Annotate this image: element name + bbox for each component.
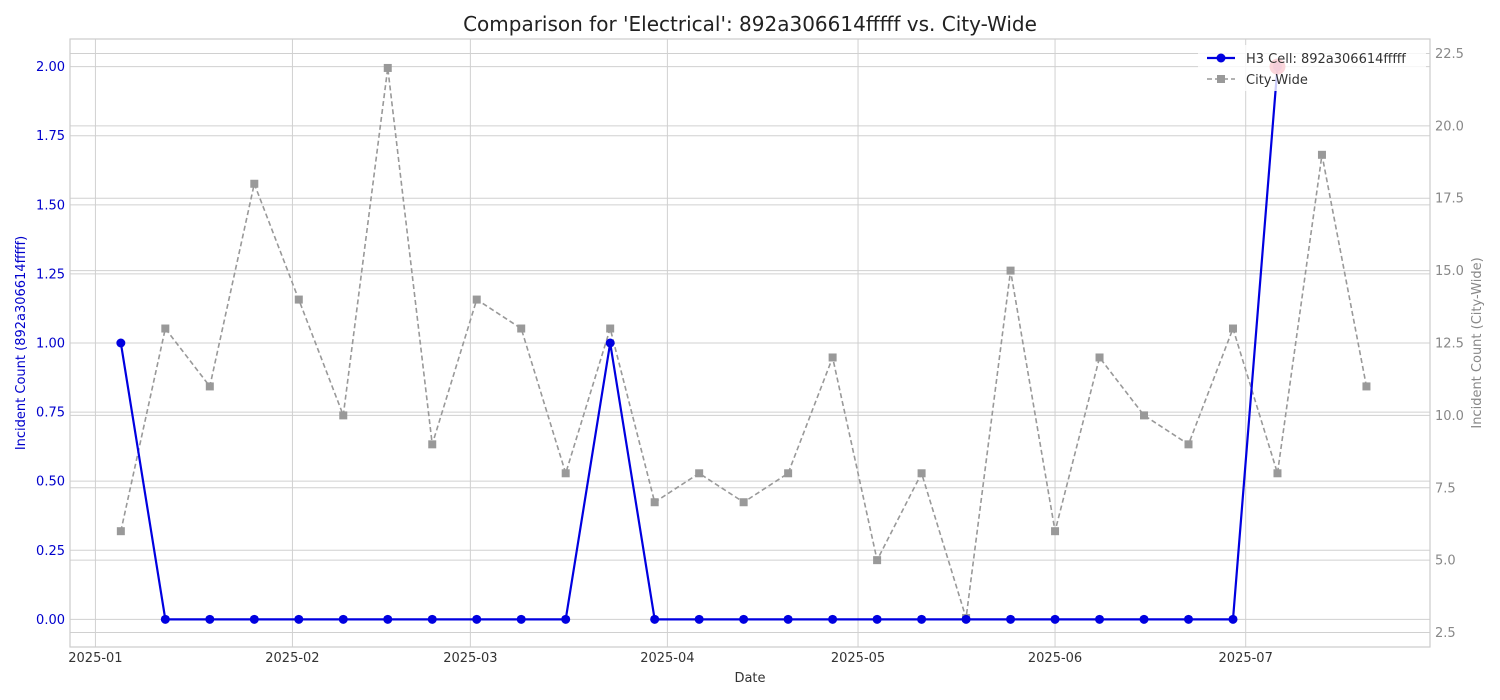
left-y-tick-label: 0.00 [36,613,65,628]
city-wide-point [606,324,615,333]
city-wide-point [1095,353,1104,362]
city-wide-point [739,498,748,507]
city-wide-point [784,469,793,478]
right-y-tick-label: 17.5 [1435,192,1464,207]
city-wide-point [294,295,303,304]
city-wide-point [1006,266,1015,275]
x-tick-label: 2025-01 [68,651,122,666]
left-y-tick-label: 1.25 [36,267,65,282]
h3-cell-point [1184,614,1194,624]
city-wide-point [339,411,348,420]
city-wide-point [472,295,481,304]
city-wide-point [428,440,437,449]
h3-cell-point [828,614,838,624]
h3-cell-point [516,614,526,624]
h3-cell-point [1050,614,1060,624]
city-wide-point [1051,527,1060,536]
right-y-tick-label: 12.5 [1435,337,1464,352]
right-y-tick-label: 15.0 [1435,264,1464,279]
h3-cell-point [338,614,348,624]
x-tick-label: 2025-03 [443,651,497,666]
h3-cell-point [249,614,259,624]
x-tick-label: 2025-02 [265,651,319,666]
left-y-tick-label: 0.50 [36,475,65,490]
chart-title: Comparison for 'Electrical': 892a306614f… [463,12,1037,36]
city-wide-point [1228,324,1237,333]
city-wide-point [1140,411,1149,420]
right-y-tick-label: 7.5 [1435,481,1456,496]
city-wide-point [561,469,570,478]
x-tick-label: 2025-05 [831,651,885,666]
h3-cell-point [205,614,215,624]
left-y-tick-label: 1.00 [36,337,65,352]
h3-cell-point [561,614,571,624]
right-y-tick-label: 22.5 [1435,47,1464,62]
legend-swatch-h3-marker [1216,53,1226,63]
h3-cell-point [783,614,793,624]
h3-cell-point [872,614,882,624]
left-y-tick-label: 0.75 [36,406,65,421]
city-wide-point [1184,440,1193,449]
h3-cell-point [1006,614,1016,624]
city-wide-point [695,469,704,478]
legend-label-city: City-Wide [1246,73,1308,88]
city-wide-point [917,469,926,478]
city-wide-point [383,63,392,72]
right-y-tick-label: 20.0 [1435,119,1464,134]
city-wide-point [116,527,125,536]
city-wide-point [517,324,526,333]
h3-cell-point [961,614,971,624]
x-tick-label: 2025-06 [1028,651,1082,666]
h3-cell-point [1228,614,1238,624]
city-wide-point [828,353,837,362]
x-tick-label: 2025-04 [640,651,694,666]
h3-cell-point [472,614,482,624]
h3-cell-point [1139,614,1149,624]
right-y-tick-label: 5.0 [1435,554,1456,569]
city-wide-point [873,556,882,565]
city-wide-point [161,324,170,333]
legend: H3 Cell: 892a306614fffff City-Wide [1198,45,1426,91]
plot-frame [69,38,1431,648]
h3-cell-point [739,614,749,624]
h3-cell-point [1095,614,1105,624]
city-wide-point [250,179,259,188]
city-wide-point [205,382,214,391]
legend-label-h3: H3 Cell: 892a306614fffff [1246,52,1406,67]
h3-cell-point [116,338,126,348]
city-wide-point [1273,469,1282,478]
left-y-tick-label: 1.75 [36,129,65,144]
axis-layer: 2025-01 2025-02 2025-03 2025-04 2025-05 2025-… [36,47,1464,666]
h3-cell-point [650,614,660,624]
h3-cell-point [605,338,615,348]
left-y-tick-label: 0.25 [36,544,65,559]
city-wide-point [650,498,659,507]
series-layer [116,58,1371,624]
h3-cell-point [917,614,927,624]
x-axis-label: Date [734,671,765,686]
right-y-tick-label: 10.0 [1435,409,1464,424]
h3-cell-point [694,614,704,624]
left-y-tick-label: 1.50 [36,198,65,213]
city-wide-point [1362,382,1371,391]
h3-cell-point [427,614,437,624]
grid-layer [70,39,1430,647]
left-y-axis-label: Incident Count (892a306614fffff) [14,236,29,450]
legend-swatch-city-marker [1217,75,1225,83]
left-y-tick-label: 2.00 [36,60,65,75]
h3-cell-point [383,614,393,624]
h3-cell-point [160,614,170,624]
city-wide-point [1317,150,1326,159]
right-y-tick-label: 2.5 [1435,626,1456,641]
h3-cell-point [294,614,304,624]
legend-background [1198,45,1426,91]
right-y-axis-label: Incident Count (City-Wide) [1470,257,1485,428]
x-tick-label: 2025-07 [1219,651,1273,666]
